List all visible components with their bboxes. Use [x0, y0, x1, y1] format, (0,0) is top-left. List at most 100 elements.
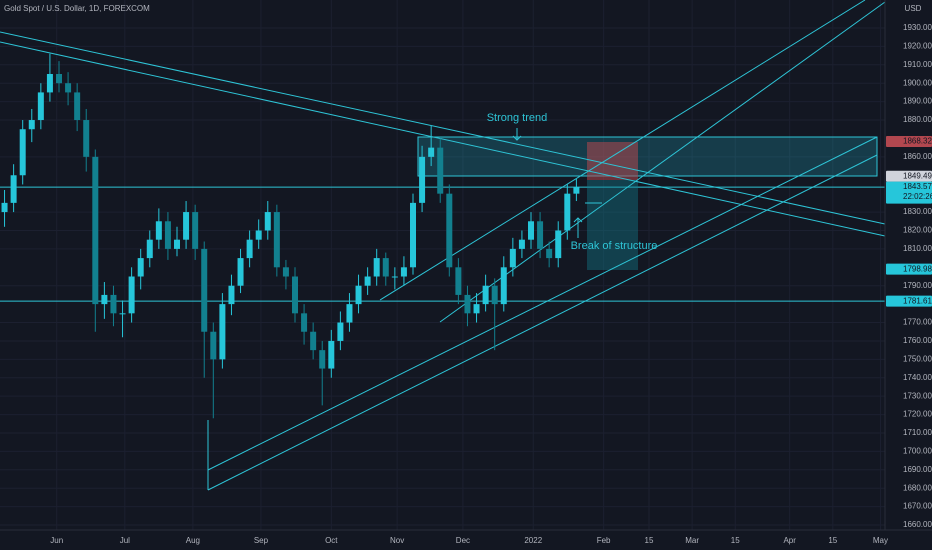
candle-body: [228, 285, 235, 305]
y-tick-label: 1720.00: [903, 410, 932, 419]
candle-body: [210, 331, 217, 360]
x-tick-label: Feb: [597, 536, 611, 545]
x-tick-label: 15: [828, 536, 837, 545]
candle-body: [301, 313, 308, 332]
candle-body: [246, 239, 253, 259]
candle-body: [37, 92, 44, 121]
candle-body: [219, 304, 226, 360]
candle-body: [28, 120, 35, 130]
x-tick-label: 15: [645, 536, 654, 545]
candle-body: [564, 193, 571, 231]
candle-body: [65, 83, 72, 93]
y-tick-label: 1920.00: [903, 42, 932, 51]
candle-body: [10, 175, 17, 203]
x-tick-label: May: [873, 536, 888, 545]
candle-body: [555, 230, 562, 259]
drawings: [0, 0, 886, 491]
price-label: 1781.61: [903, 296, 932, 305]
y-tick-label: 1760.00: [903, 336, 932, 345]
y-tick-label: 1890.00: [903, 97, 932, 106]
candle-body: [183, 212, 190, 240]
y-tick-label: 1660.00: [903, 520, 932, 529]
x-tick-label: Apr: [783, 536, 796, 545]
candle-body: [400, 267, 407, 277]
candle-body: [518, 239, 525, 249]
candle-body: [292, 276, 298, 314]
price-label-bg: [886, 181, 932, 204]
candle-body: [373, 258, 380, 277]
y-tick-label: 1900.00: [903, 78, 932, 87]
annotation: Strong trend: [487, 112, 548, 124]
candle-body: [56, 74, 62, 84]
y-tick-label: 1730.00: [903, 391, 932, 400]
price-axis: [885, 0, 932, 550]
y-tick-label: 1860.00: [903, 152, 932, 161]
y-tick-label: 1710.00: [903, 428, 932, 437]
candle-body: [273, 212, 280, 268]
y-tick-label: 1790.00: [903, 281, 932, 290]
trendline: [0, 41, 886, 237]
candle-body: [337, 322, 344, 341]
price-label: 1868.32: [903, 137, 932, 146]
candle-body: [437, 147, 444, 194]
countdown: 22:02:26: [903, 192, 932, 201]
arrow: [512, 128, 522, 141]
price-label: 1843.57: [903, 182, 932, 191]
y-tick-label: 1830.00: [903, 207, 932, 216]
candle-body: [528, 221, 534, 240]
candle-body: [192, 212, 199, 249]
y-tick-label: 1770.00: [903, 318, 932, 327]
candle-body: [110, 294, 117, 314]
annotation: Break of structure: [571, 240, 658, 252]
candle-body: [455, 267, 462, 295]
x-tick-label: Aug: [186, 536, 200, 545]
x-tick-label: Mar: [685, 536, 699, 545]
candle-body: [446, 193, 453, 268]
candle-body: [509, 248, 516, 268]
candle-body: [391, 276, 398, 278]
x-tick-label: Oct: [325, 536, 338, 545]
y-tick-label: 1910.00: [903, 60, 932, 69]
x-tick-label: Jul: [120, 536, 130, 545]
candle-body: [101, 294, 108, 305]
currency: USD: [905, 4, 922, 13]
candle-body: [92, 156, 99, 305]
candle-body: [464, 294, 471, 314]
trendline: [379, 0, 866, 301]
candle-body: [282, 267, 289, 277]
candle-body: [419, 156, 426, 203]
y-tick-label: 1750.00: [903, 354, 932, 363]
candle-body: [164, 221, 171, 249]
arrow: [573, 217, 583, 238]
candle-body: [364, 276, 371, 286]
candle-body: [346, 304, 353, 323]
y-tick-label: 1690.00: [903, 465, 932, 474]
x-tick-label: 15: [731, 536, 740, 545]
y-tick-label: 1880.00: [903, 115, 932, 124]
candle-body: [382, 258, 389, 277]
candle-body: [137, 258, 144, 277]
price-label: 1798.98: [903, 264, 932, 273]
grid: [0, 0, 885, 530]
axes: 1930.00 1920.00 1910.00 1900.00 1890.00 1880.…: [50, 23, 932, 545]
price-label-bg: [886, 263, 932, 275]
x-tick-label: Nov: [390, 536, 404, 545]
price-label-bg: [886, 136, 932, 148]
x-tick-label: Jun: [50, 536, 63, 545]
trendline: [439, 1, 886, 323]
candle-body: [155, 221, 162, 240]
price-label-bg: [886, 170, 932, 182]
candle-body: [319, 350, 326, 369]
candle-body: [355, 285, 362, 305]
candle-body: [128, 276, 135, 314]
price-label-bg: [886, 295, 932, 307]
candle-body: [537, 221, 544, 249]
x-tick-label: Dec: [456, 536, 470, 545]
trendline: [207, 154, 878, 491]
price-label: 1849.49: [903, 171, 932, 180]
target-zone: [587, 180, 638, 270]
candle-body: [1, 202, 8, 213]
candle-body: [310, 331, 317, 351]
candle-body: [410, 202, 416, 268]
